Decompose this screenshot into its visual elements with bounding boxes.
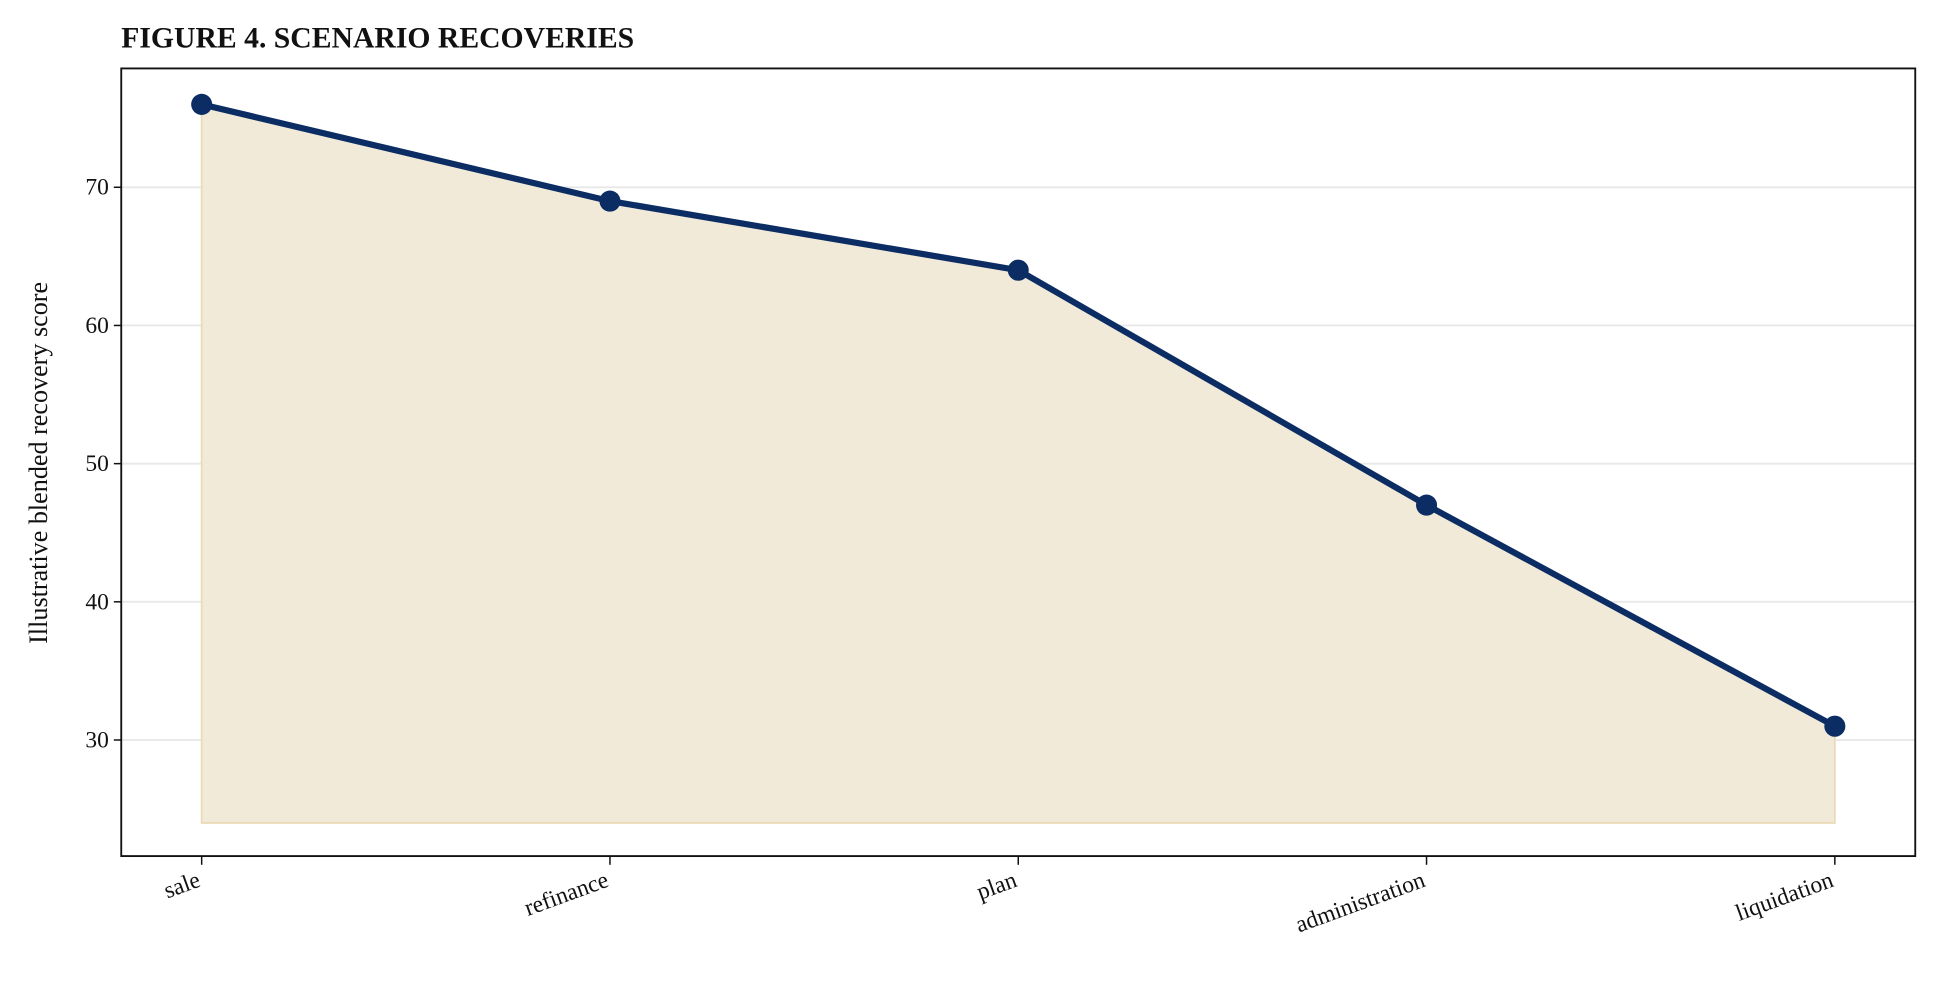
y-tick-label: 70 bbox=[85, 175, 108, 201]
chart-title: FIGURE 4. SCENARIO RECOVERIES bbox=[121, 21, 634, 54]
x-tick-label: liquidation bbox=[1732, 867, 1837, 927]
x-tick-label: administration bbox=[1292, 867, 1429, 938]
x-tick-label: refinance bbox=[521, 867, 612, 922]
y-tick-label: 60 bbox=[85, 313, 108, 339]
point bbox=[1416, 494, 1438, 516]
point bbox=[1824, 715, 1846, 737]
point bbox=[1007, 259, 1029, 281]
point bbox=[599, 190, 621, 212]
x-tick-label: sale bbox=[161, 867, 204, 904]
y-axis-label: Illustrative blended recovery score bbox=[24, 282, 53, 644]
point bbox=[191, 93, 213, 115]
y-tick-label: 30 bbox=[85, 727, 108, 753]
y-tick-label: 50 bbox=[85, 451, 108, 477]
y-tick-label: 40 bbox=[85, 589, 108, 615]
x-tick-label: plan bbox=[973, 867, 1020, 905]
